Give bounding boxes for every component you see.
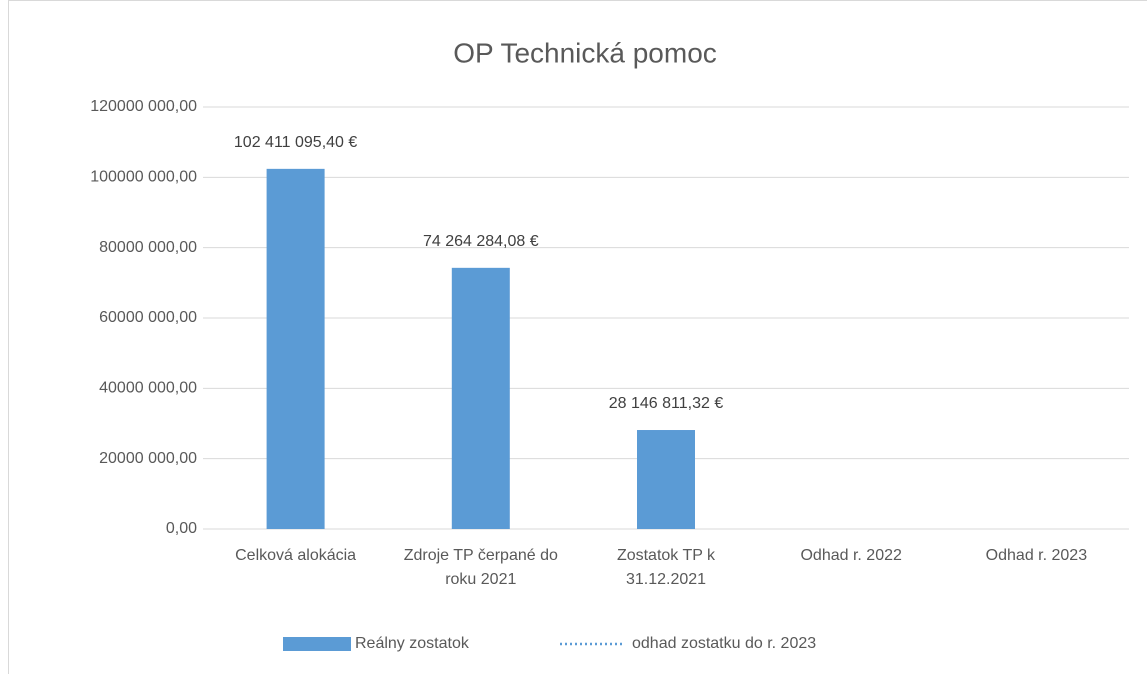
x-tick-label: Celková alokácia: [235, 547, 357, 564]
chart-border: [8, 0, 1147, 674]
y-tick-label: 60000 000,00: [99, 309, 197, 326]
y-tick-label: 100000 000,00: [90, 169, 197, 186]
y-tick-label: 0,00: [166, 520, 197, 537]
legend-label: Reálny zostatok: [355, 635, 470, 652]
x-tick-label: Zdroje TP čerpané do roku 2021: [403, 547, 558, 588]
y-tick-label: 80000 000,00: [99, 239, 197, 256]
x-tick-label: Zostatok TP k 31.12.2021: [616, 547, 716, 588]
y-tick-label: 40000 000,00: [99, 380, 197, 397]
x-tick-label: Odhad r. 2023: [985, 547, 1088, 564]
legend-label: odhad zostatku do r. 2023: [632, 635, 816, 652]
data-label: 28 146 811,32 €: [609, 395, 724, 412]
bar: [451, 267, 510, 529]
bar: [637, 430, 695, 529]
y-tick-label: 20000 000,00: [99, 450, 197, 467]
bar: [266, 168, 325, 529]
data-label: 102 411 095,40 €: [234, 134, 357, 151]
legend-swatch: [283, 637, 351, 651]
y-tick-label: 120000 000,00: [90, 98, 197, 115]
x-tick-label: Odhad r. 2022: [800, 547, 902, 564]
chart-title: OP Technická pomoc: [453, 37, 717, 68]
data-label: 74 264 284,08 €: [423, 233, 539, 250]
